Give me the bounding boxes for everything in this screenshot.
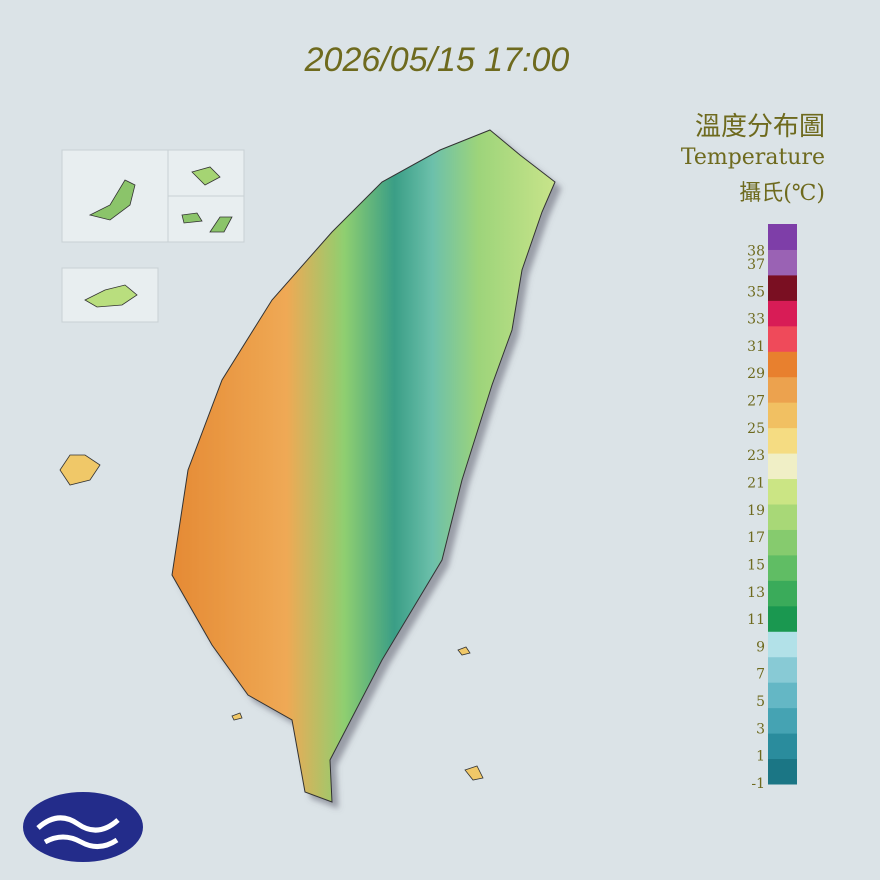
color-band (768, 580, 797, 607)
scale-label: 13 (747, 585, 765, 601)
legend-title: 溫度分布圖 (695, 112, 825, 142)
legend-unit: 攝氏(℃) (739, 181, 825, 206)
scale-label: 11 (747, 612, 765, 628)
taiwan-island (171, 129, 556, 803)
logo (23, 792, 143, 862)
scale-label: 23 (747, 448, 765, 464)
scale-label: 21 (747, 476, 765, 492)
scale-label: 33 (747, 312, 765, 328)
color-band (768, 224, 797, 250)
color-band (768, 529, 797, 556)
islands (59, 149, 484, 781)
color-band (768, 707, 797, 734)
color-band (768, 758, 797, 785)
color-band (768, 554, 797, 581)
color-band (768, 453, 797, 480)
color-band (768, 656, 797, 683)
scale-label: 35 (747, 284, 765, 300)
timestamp: 2026/05/15 17:00 (304, 41, 570, 79)
color-band (768, 504, 797, 530)
color-band (768, 351, 797, 378)
scale-label: -1 (751, 776, 765, 792)
scale-label: 7 (756, 667, 765, 683)
scale-label: 5 (756, 694, 765, 710)
color-band (768, 631, 797, 658)
color-band (768, 733, 797, 760)
color-band (768, 300, 797, 327)
scale-label: 17 (747, 530, 765, 546)
color-band (768, 376, 797, 403)
scale-label: 15 (747, 557, 765, 573)
color-band (768, 274, 797, 301)
scale-label: 38 (747, 243, 765, 259)
legend-subtitle: Temperature (681, 145, 825, 170)
scale-label: 1 (756, 749, 765, 765)
scale-label: 37 (747, 257, 765, 273)
scale-label: 29 (747, 366, 765, 382)
scale-label: 19 (747, 503, 765, 519)
color-band (768, 249, 797, 276)
scale-label: 25 (747, 421, 765, 437)
scale-label: 31 (747, 339, 765, 355)
color-band (768, 605, 797, 632)
color-band (768, 325, 797, 352)
scale-label: 9 (756, 639, 765, 655)
color-band (768, 478, 797, 505)
color-band (768, 427, 797, 454)
color-band (768, 682, 797, 709)
scale-label: 3 (756, 721, 765, 737)
color-band (768, 402, 797, 429)
scale-label: 27 (747, 394, 765, 410)
